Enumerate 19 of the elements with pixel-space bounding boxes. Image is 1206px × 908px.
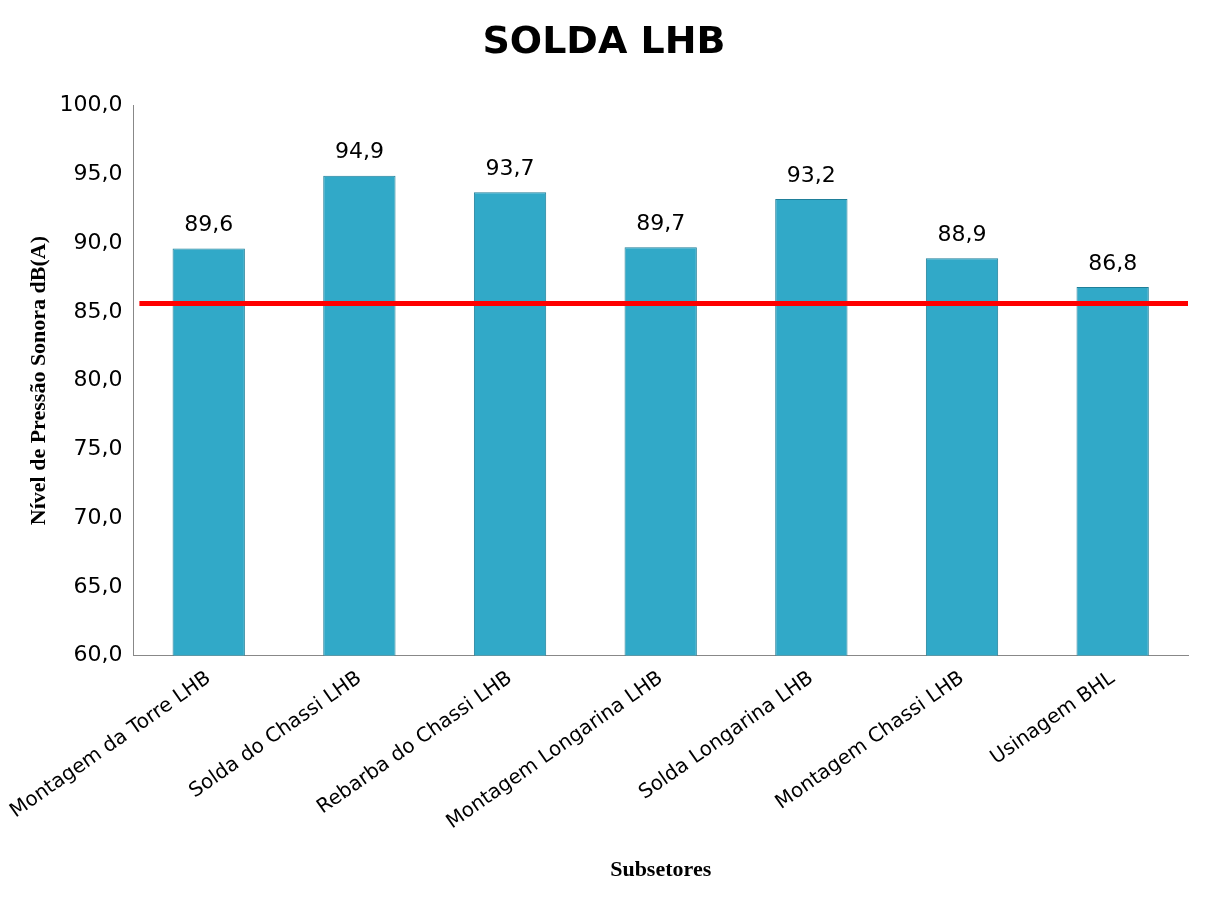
y-tick-label: 85,0 [73, 297, 123, 323]
data-label: 94,9 [334, 138, 384, 164]
data-label: 89,7 [636, 209, 686, 235]
y-axis-title: Nível de Pressão Sonora dB(A) [24, 235, 50, 526]
y-tick-label: 90,0 [73, 228, 123, 254]
y-tick-label: 60,0 [73, 641, 123, 667]
data-label: 86,8 [1088, 249, 1138, 275]
y-tick-label: 100,0 [59, 91, 123, 117]
y-tick-label: 65,0 [73, 572, 123, 598]
y-tick-label: 70,0 [73, 503, 123, 529]
data-label: 93,7 [485, 154, 535, 180]
data-label: 89,6 [184, 211, 234, 237]
y-tick-label: 95,0 [73, 160, 123, 186]
y-tick-label: 80,0 [73, 366, 123, 392]
data-label: 88,9 [937, 220, 987, 246]
y-tick-label: 75,0 [73, 435, 123, 461]
chart-title: SOLDA LHB [482, 17, 726, 62]
data-label: 93,2 [786, 161, 836, 187]
x-axis-title: Subsetores [610, 856, 712, 882]
